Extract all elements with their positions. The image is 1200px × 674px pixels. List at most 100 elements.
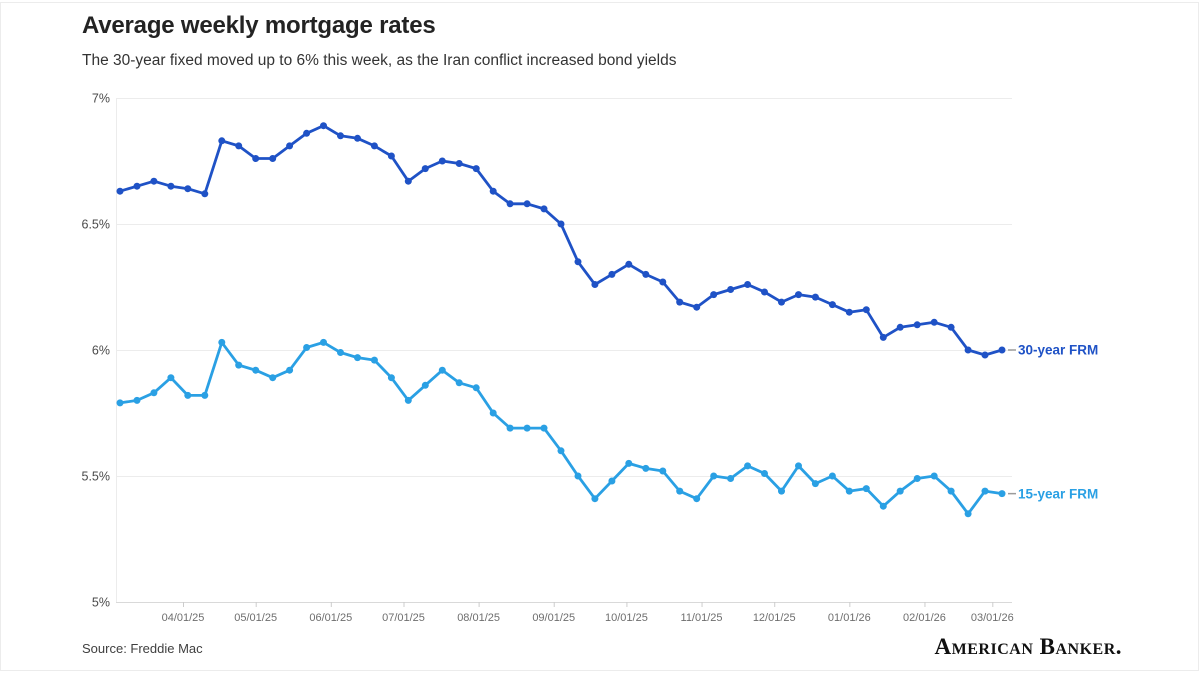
y-gridlines: 7% 6.5% 6% 5.5% 5% (82, 92, 1012, 610)
data-point (981, 351, 989, 359)
series-30-year-frm (116, 122, 1016, 359)
data-point (591, 281, 599, 288)
x-axis-tick-label: 06/01/25 (309, 612, 352, 624)
data-point (506, 200, 514, 208)
data-point (252, 366, 260, 374)
series-label-30yr: 30-year FRM (1018, 342, 1099, 358)
x-axis-tick-label: 11/01/25 (681, 612, 723, 624)
data-point (795, 462, 802, 470)
data-point (913, 321, 921, 329)
series-label-15yr: 15-year FRM (1018, 486, 1099, 502)
data-point (642, 464, 650, 472)
x-axis-tick-label: 12/01/25 (753, 612, 796, 624)
data-point (761, 288, 768, 296)
data-point (947, 487, 955, 495)
data-point (472, 165, 480, 173)
data-point (744, 462, 752, 470)
data-point (540, 205, 548, 213)
data-point (404, 177, 412, 185)
data-point (693, 303, 701, 311)
data-point (472, 384, 480, 392)
source-note: Source: Freddie Mac (82, 641, 203, 656)
x-axis-tick-label: 09/01/25 (532, 612, 575, 624)
data-point (438, 157, 446, 165)
data-point (676, 487, 684, 495)
data-point (184, 391, 192, 399)
data-point (625, 260, 633, 268)
y-axis-tick-label: 5% (92, 596, 110, 610)
y-axis-tick-label: 6.5% (82, 218, 111, 232)
data-point (286, 366, 294, 374)
data-point (727, 475, 735, 482)
x-axis-ticks: 04/01/25 05/01/25 06/01/25 07/01/25 08/01/25… (162, 602, 1014, 624)
data-point (421, 381, 429, 389)
data-point (252, 155, 260, 162)
data-point (727, 286, 735, 293)
data-point (896, 487, 904, 495)
series-15-year-frm (116, 338, 1016, 518)
data-point (455, 160, 463, 167)
data-point (337, 132, 344, 140)
data-point (354, 134, 361, 142)
data-point (862, 306, 870, 314)
data-point (608, 477, 616, 485)
data-point (930, 318, 938, 326)
data-point (438, 366, 446, 374)
data-point (116, 399, 124, 407)
data-point (676, 298, 684, 306)
data-point (421, 165, 429, 173)
data-point (574, 258, 582, 266)
data-point (795, 291, 802, 299)
data-point (896, 323, 904, 331)
data-point (761, 470, 768, 477)
data-point (201, 190, 209, 198)
x-axis-tick-label: 04/01/25 (162, 612, 205, 624)
y-axis-tick-label: 6% (92, 344, 110, 358)
data-point (370, 356, 378, 364)
data-point (710, 472, 718, 480)
data-point (337, 349, 344, 356)
data-point (557, 220, 565, 228)
data-point (947, 323, 955, 331)
data-point (303, 344, 311, 351)
data-point (862, 485, 870, 493)
data-point (523, 200, 531, 208)
y-axis-tick-label: 5.5% (82, 470, 111, 484)
data-point (370, 142, 378, 150)
x-axis-tick-label: 10/01/25 (605, 612, 648, 624)
data-point (540, 424, 548, 432)
data-point (744, 281, 752, 288)
data-point (489, 409, 497, 417)
data-point (167, 182, 175, 190)
data-point (320, 338, 327, 346)
data-point (828, 472, 836, 480)
x-axis-tick-label: 07/01/25 (382, 612, 425, 624)
data-point (811, 293, 819, 301)
data-point (235, 142, 243, 150)
data-point (150, 389, 158, 397)
data-point (574, 472, 582, 480)
data-point (167, 374, 175, 382)
chart-title: Average weekly mortgage rates (82, 12, 436, 39)
data-point (964, 346, 972, 354)
data-point (879, 502, 887, 510)
data-point (625, 459, 633, 467)
data-point (218, 137, 226, 145)
data-point (218, 338, 226, 346)
data-point (387, 152, 395, 160)
data-point (659, 278, 667, 286)
data-point (879, 333, 887, 341)
data-point (778, 298, 785, 306)
data-point (930, 472, 938, 480)
data-point (557, 447, 565, 455)
data-point (964, 510, 972, 518)
data-point (608, 270, 616, 278)
x-axis-tick-label: 03/01/26 (971, 612, 1014, 624)
data-point (320, 122, 327, 130)
data-point (642, 270, 650, 278)
data-point (659, 467, 667, 475)
data-point (913, 475, 921, 482)
data-point (998, 490, 1006, 498)
